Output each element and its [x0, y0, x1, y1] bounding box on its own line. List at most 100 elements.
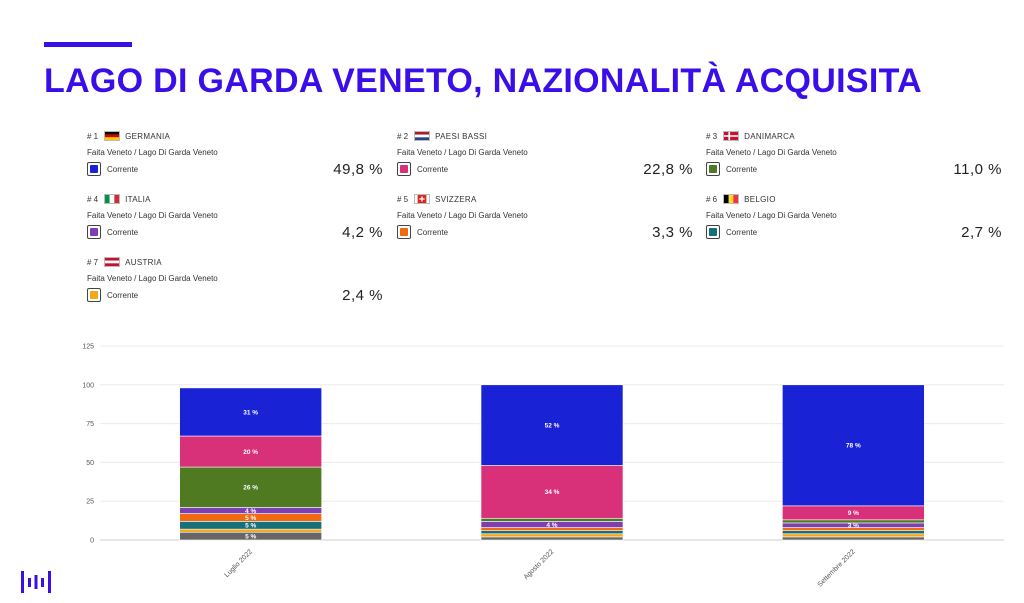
- bar-data-label: 78 %: [846, 443, 861, 450]
- kpi-header: # 5 SVIZZERA: [397, 194, 477, 204]
- kpi-series-label: Corrente: [107, 228, 139, 237]
- kpi-series-label: Corrente: [726, 165, 758, 174]
- kpi-source: Faita Veneto / Lago Di Garda Veneto: [397, 148, 528, 157]
- kpi-color-swatch: [87, 162, 101, 176]
- kpi-value: 22,8 %: [643, 161, 693, 178]
- kpi-rank: # 3: [706, 131, 718, 141]
- x-tick-label: Agosto 2022: [523, 548, 556, 581]
- bar-segment: [179, 435, 322, 468]
- belgium-flag-icon: [723, 194, 740, 204]
- kpi-rank: # 1: [87, 131, 99, 141]
- kpi-header: # 6 BELGIO: [706, 194, 776, 204]
- bar-data-label: 5 %: [245, 523, 256, 530]
- kpi-header: # 2 PAESI BASSI: [397, 131, 487, 141]
- kpi-source: Faita Veneto / Lago Di Garda Veneto: [706, 211, 837, 220]
- x-tick-label: Luglio 2022: [224, 548, 255, 579]
- bar-data-label: 31 %: [243, 409, 258, 416]
- kpi-rank: # 2: [397, 131, 409, 141]
- kpi-source: Faita Veneto / Lago Di Garda Veneto: [87, 274, 218, 283]
- kpi-value: 49,8 %: [333, 161, 383, 178]
- kpi-card: # 5 SVIZZERA Faita Veneto / Lago Di Garda …: [397, 194, 693, 252]
- kpi-color-swatch: [706, 225, 720, 239]
- kpi-country: PAESI BASSI: [435, 131, 488, 141]
- kpi-rank: # 5: [397, 194, 409, 204]
- bar-data-label: 9 %: [848, 510, 859, 517]
- kpi-country: DANIMARCA: [744, 131, 795, 141]
- netherlands-flag-icon: [414, 131, 431, 141]
- bar-segment: [782, 519, 925, 524]
- bar-data-label: 26 %: [243, 485, 258, 492]
- bar-segment: [782, 533, 925, 538]
- bar-data-label: 4 %: [245, 508, 256, 515]
- kpi-card: # 2 PAESI BASSI Faita Veneto / Lago Di Gar…: [397, 131, 693, 189]
- kpi-series-label: Corrente: [107, 165, 139, 174]
- kpi-card: # 7 AUSTRIA Faita Veneto / Lago Di Garda V…: [87, 257, 383, 315]
- bar-segment: [782, 530, 925, 535]
- bar-segment: [480, 533, 624, 538]
- bar-segment: [782, 384, 925, 507]
- kpi-country: AUSTRIA: [125, 257, 162, 267]
- kpi-source: Faita Veneto / Lago Di Garda Veneto: [706, 148, 837, 157]
- bar-segment: [179, 387, 322, 437]
- kpi-value: 3,3 %: [652, 224, 693, 241]
- kpi-value: 2,7 %: [961, 224, 1002, 241]
- kpi-card: # 1 GERMANIA Faita Veneto / Lago Di Garda …: [87, 131, 383, 189]
- kpi-header: # 4 ITALIA: [87, 194, 151, 204]
- y-tick-label: 100: [82, 382, 94, 389]
- kpi-country: BELGIO: [744, 194, 776, 204]
- bar-segment: [480, 536, 624, 541]
- bar-segment: [179, 466, 322, 508]
- bar-data-label: 52 %: [545, 422, 560, 429]
- bar-segment: [480, 530, 624, 535]
- kpi-rank: # 6: [706, 194, 718, 204]
- kpi-series-label: Corrente: [107, 291, 139, 300]
- kpi-series-label: Corrente: [726, 228, 758, 237]
- kpi-header: # 3 DANIMARCA: [706, 131, 795, 141]
- kpi-header: # 7 AUSTRIA: [87, 257, 162, 267]
- bar-data-label: 5 %: [245, 515, 256, 522]
- kpi-color-swatch: [397, 162, 411, 176]
- kpi-country: SVIZZERA: [435, 194, 477, 204]
- kpi-value: 11,0 %: [953, 161, 1002, 178]
- bar-data-label: 4 %: [546, 522, 557, 529]
- bar-segment: [179, 528, 322, 533]
- bar-segment: [480, 465, 624, 519]
- y-tick-label: 125: [82, 344, 94, 351]
- bar-data-label: 20 %: [243, 449, 258, 456]
- switzerland-flag-icon: [414, 194, 431, 204]
- kpi-source: Faita Veneto / Lago Di Garda Veneto: [397, 211, 528, 220]
- bar-data-label: 5 %: [245, 533, 256, 540]
- austria-flag-icon: [104, 257, 121, 267]
- kpi-value: 4,2 %: [342, 224, 383, 241]
- kpi-value: 2,4 %: [342, 287, 383, 304]
- y-tick-label: 25: [86, 499, 94, 506]
- y-tick-label: 0: [90, 538, 94, 545]
- kpi-color-swatch: [87, 225, 101, 239]
- bar-segment: [480, 517, 624, 522]
- page-title: LAGO DI GARDA VENETO, NAZIONALITÀ ACQUIS…: [44, 62, 923, 100]
- kpi-card: # 3 DANIMARCA Faita Veneto / Lago Di Garda…: [706, 131, 1002, 189]
- title-accent-bar: [44, 42, 132, 47]
- bar-segment: [480, 384, 624, 466]
- kpi-country: GERMANIA: [125, 131, 171, 141]
- brand-logo-icon: [20, 569, 52, 600]
- kpi-color-swatch: [706, 162, 720, 176]
- kpi-card: # 6 BELGIO Faita Veneto / Lago Di Garda Ve…: [706, 194, 1002, 252]
- kpi-series-label: Corrente: [417, 165, 449, 174]
- kpi-rank: # 4: [87, 194, 99, 204]
- kpi-color-swatch: [87, 288, 101, 302]
- bar-data-label: 34 %: [545, 489, 560, 496]
- kpi-country: ITALIA: [125, 194, 151, 204]
- x-tick-label: Settembre 2022: [817, 548, 857, 588]
- y-tick-label: 75: [86, 421, 94, 428]
- denmark-flag-icon: [723, 131, 740, 141]
- bar-segment: [782, 536, 925, 541]
- kpi-card: # 4 ITALIA Faita Veneto / Lago Di Garda Ve…: [87, 194, 383, 252]
- kpi-source: Faita Veneto / Lago Di Garda Veneto: [87, 211, 218, 220]
- y-tick-label: 50: [86, 460, 94, 467]
- italy-flag-icon: [104, 194, 121, 204]
- kpi-header: # 1 GERMANIA: [87, 131, 170, 141]
- kpi-source: Faita Veneto / Lago Di Garda Veneto: [87, 148, 218, 157]
- kpi-rank: # 7: [87, 257, 99, 267]
